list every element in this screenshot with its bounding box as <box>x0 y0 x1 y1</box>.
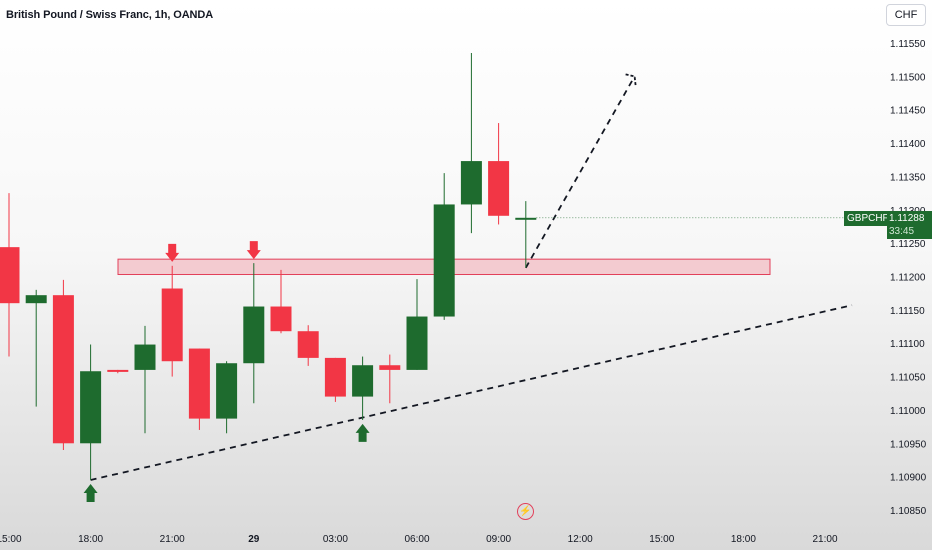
x-tick-label: 03:00 <box>323 534 348 545</box>
candle-body[interactable] <box>188 348 210 419</box>
projection-arrowhead <box>625 73 637 86</box>
candle-body[interactable] <box>80 371 102 444</box>
x-tick-label: 09:00 <box>486 534 511 545</box>
y-tick-label: 1.11500 <box>890 72 926 83</box>
x-tick-label: 21:00 <box>812 534 837 545</box>
lightning-icon[interactable]: ⚡ <box>517 503 534 520</box>
x-tick-label: 29 <box>248 534 260 545</box>
y-tick-label: 1.10900 <box>890 473 927 484</box>
y-tick-label: 1.11150 <box>890 306 925 317</box>
candle-body[interactable] <box>433 204 455 317</box>
candle-body[interactable] <box>216 363 238 419</box>
y-tick-label: 1.11000 <box>890 406 926 417</box>
candle-body[interactable] <box>270 306 292 332</box>
candle-body[interactable] <box>488 161 510 216</box>
x-tick-label: 15:00 <box>0 534 22 545</box>
candle-body[interactable] <box>515 217 537 220</box>
y-tick-label: 1.11400 <box>890 139 926 150</box>
x-tick-label: 18:00 <box>78 534 103 545</box>
bar-countdown: 33:45 <box>889 226 915 237</box>
last-price: 1.11288 <box>889 213 925 224</box>
candle-body[interactable] <box>107 369 129 372</box>
x-tick-label: 06:00 <box>404 534 429 545</box>
x-tick-label: 21:00 <box>160 534 185 545</box>
x-tick-label: 18:00 <box>731 534 756 545</box>
x-tick-label: 15:00 <box>649 534 674 545</box>
candle-body[interactable] <box>297 331 319 358</box>
candle-body[interactable] <box>352 365 374 397</box>
symbol-tag: GBPCHF <box>844 211 892 226</box>
y-tick-label: 1.11200 <box>890 273 926 284</box>
arrow-down-icon <box>165 243 180 262</box>
y-tick-label: 1.10950 <box>890 439 927 450</box>
candle-body[interactable] <box>0 247 20 304</box>
candle-body[interactable] <box>134 344 156 370</box>
y-tick-label: 1.11050 <box>890 373 926 384</box>
arrow-down-icon <box>246 241 261 260</box>
candle-body[interactable] <box>379 365 401 370</box>
candle-body[interactable] <box>406 316 428 370</box>
currency-button[interactable]: CHF <box>886 4 926 26</box>
x-tick-label: 12:00 <box>568 534 593 545</box>
y-tick-label: 1.11100 <box>890 339 925 350</box>
arrow-up-icon <box>83 483 98 502</box>
projection-line[interactable] <box>525 75 636 269</box>
candle-body[interactable] <box>25 295 47 304</box>
arrow-up-icon <box>355 423 370 442</box>
candle-body[interactable] <box>161 288 183 362</box>
candle-body[interactable] <box>52 295 74 444</box>
y-tick-label: 1.11450 <box>890 106 926 117</box>
y-tick-label: 1.10850 <box>890 506 927 517</box>
y-tick-label: 1.11250 <box>890 239 926 250</box>
trendline[interactable] <box>90 304 853 481</box>
y-tick-label: 1.11550 <box>890 39 926 50</box>
candle-body[interactable] <box>324 357 346 397</box>
y-tick-label: 1.11350 <box>890 172 926 183</box>
chart-title: British Pound / Swiss Franc, 1h, OANDA <box>6 9 214 21</box>
candle-body[interactable] <box>243 306 265 364</box>
last-price-box: 1.11288 33:45 <box>887 211 932 239</box>
candle-body[interactable] <box>460 161 482 205</box>
